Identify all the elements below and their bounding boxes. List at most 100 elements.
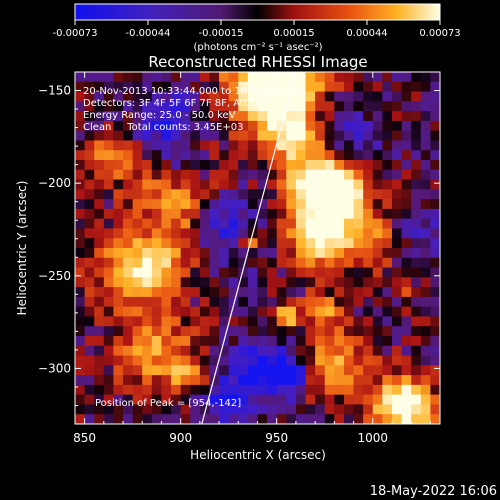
heatmap-cell	[276, 130, 287, 141]
heatmap-cell	[247, 248, 258, 259]
heatmap-cell	[343, 414, 355, 424]
heatmap-cell	[295, 365, 307, 376]
heatmap-cell	[391, 257, 403, 269]
heatmap-cell	[247, 267, 258, 278]
colorbar-tick-label: -0.00044	[126, 28, 171, 39]
heatmap-cell	[382, 91, 393, 102]
heatmap-cell	[411, 306, 422, 317]
heatmap-cell	[411, 257, 422, 269]
heatmap-cell	[238, 111, 249, 122]
heatmap-cell	[132, 375, 143, 386]
heatmap-cell	[401, 277, 412, 288]
heatmap-cell	[334, 169, 345, 181]
heatmap-cell	[363, 248, 374, 259]
heatmap-cell	[103, 91, 114, 102]
heatmap-cell	[353, 208, 364, 220]
heatmap-cell	[209, 287, 220, 298]
heatmap-cell	[94, 101, 105, 112]
heatmap-cell	[372, 140, 383, 151]
heatmap-cell	[142, 267, 153, 278]
heatmap-cell	[84, 345, 95, 357]
heatmap-cell	[151, 120, 162, 132]
heatmap-cell	[420, 306, 431, 317]
heatmap-cell	[382, 277, 393, 288]
heatmap-cell	[430, 189, 440, 200]
x-axis: 850 900 950 1000	[73, 72, 431, 445]
heatmap-cell	[420, 238, 431, 249]
heatmap-cell	[199, 120, 210, 132]
heatmap-cell	[324, 365, 335, 376]
heatmap-cell	[372, 355, 383, 366]
heatmap-cell	[113, 72, 124, 83]
heatmap-cell	[315, 375, 326, 386]
heatmap-cell	[219, 296, 230, 308]
heatmap-cell	[171, 218, 182, 229]
heatmap-cell	[103, 287, 114, 298]
heatmap-cell	[209, 316, 220, 327]
heatmap-cell	[382, 306, 393, 317]
heatmap-cell	[315, 316, 326, 327]
heatmap-cell	[190, 160, 201, 171]
heatmap-cell	[199, 287, 210, 298]
heatmap-cell	[430, 179, 440, 190]
heatmap-cell	[401, 248, 412, 259]
heatmap-cell	[190, 326, 201, 337]
heatmap-cell	[334, 336, 345, 347]
heatmap-cell	[75, 199, 86, 210]
heatmap-cell	[430, 257, 440, 269]
heatmap-cell	[286, 140, 297, 151]
heatmap-cell	[151, 199, 162, 210]
heatmap-cell	[391, 140, 403, 151]
heatmap-cell	[190, 384, 201, 396]
heatmap-cell	[247, 199, 258, 210]
heatmap-cell	[228, 179, 239, 190]
heatmap-cell	[420, 120, 431, 132]
heatmap-cell	[142, 336, 153, 347]
heatmap-cell	[430, 375, 440, 386]
heatmap-cell	[382, 345, 393, 357]
heatmap-cell	[257, 208, 268, 220]
heatmap-cell	[199, 277, 210, 288]
heatmap-cell	[94, 404, 105, 415]
heatmap-cell	[401, 267, 412, 278]
heatmap-cell	[171, 111, 182, 122]
heatmap-cell	[123, 72, 134, 83]
heatmap-cell	[353, 140, 364, 151]
heatmap-cell	[132, 179, 143, 190]
heatmap-cell	[84, 375, 95, 386]
heatmap-cell	[228, 287, 239, 298]
heatmap-cell	[84, 287, 95, 298]
heatmap-cell	[401, 306, 412, 317]
heatmap-cell	[315, 120, 326, 132]
heatmap-cell	[305, 248, 316, 259]
heatmap-cell	[190, 296, 201, 308]
heatmap-cell	[94, 130, 105, 141]
heatmap-cell	[372, 111, 383, 122]
heatmap-cell	[401, 375, 412, 386]
heatmap-cell	[295, 326, 307, 337]
heatmap-cell	[411, 150, 422, 161]
heatmap-cell	[257, 257, 268, 269]
heatmap-cell	[295, 277, 307, 288]
heatmap-cell	[430, 199, 440, 210]
x-tick-label: 850	[73, 431, 96, 445]
heatmap-cell	[391, 130, 403, 141]
heatmap-cell	[228, 326, 239, 337]
heatmap-cell	[391, 91, 403, 102]
heatmap-cell	[75, 208, 86, 220]
heatmap-cell	[372, 238, 383, 249]
heatmap-cell	[295, 218, 307, 229]
heatmap-cell	[209, 101, 220, 112]
heatmap-cell	[75, 326, 86, 337]
heatmap-cell	[94, 277, 105, 288]
heatmap-cell	[75, 101, 86, 112]
heatmap-cell	[411, 336, 422, 347]
heatmap-cell	[142, 296, 153, 308]
heatmap-cell	[113, 296, 124, 308]
heatmap-cell	[343, 375, 355, 386]
heatmap-cell	[103, 296, 114, 308]
heatmap-cell	[142, 384, 153, 396]
heatmap-cell	[238, 248, 249, 259]
colorbar-tick-label: -0.00073	[53, 28, 98, 39]
heatmap-cell	[257, 336, 268, 347]
